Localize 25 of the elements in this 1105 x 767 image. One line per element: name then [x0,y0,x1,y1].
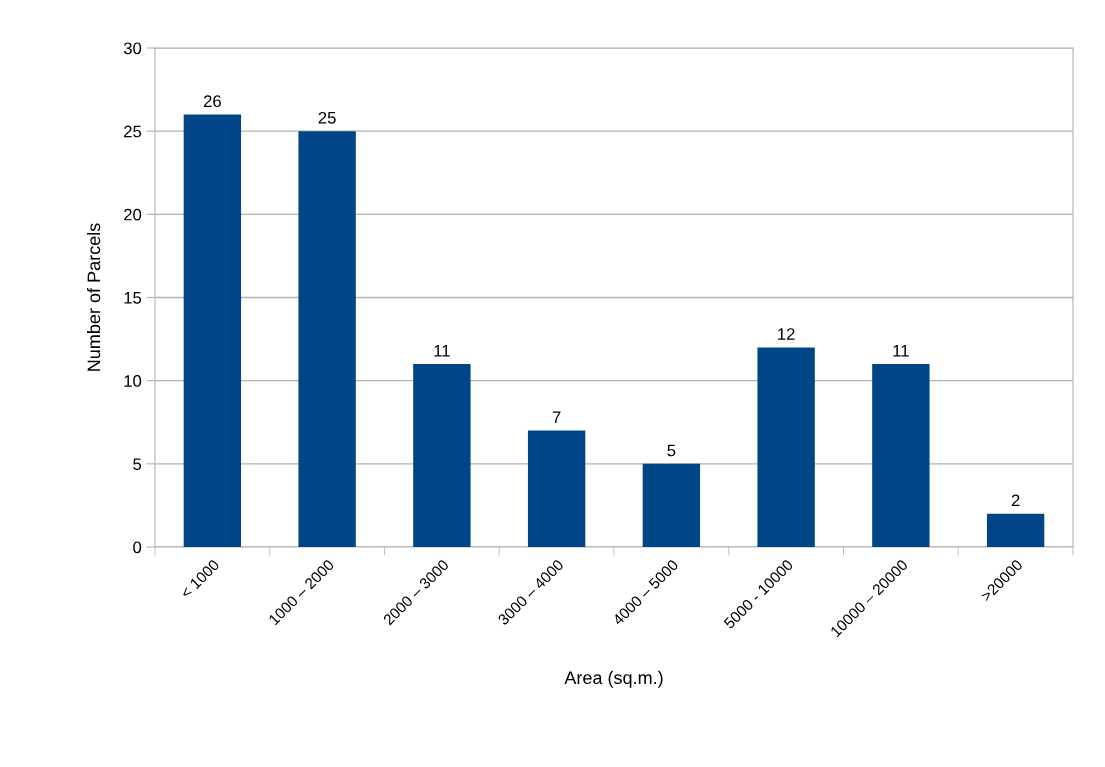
data-label: 25 [318,111,336,124]
data-label: 26 [203,95,221,108]
data-label: 11 [434,344,450,357]
x-axis-title: Area (sq.m.) [564,670,663,688]
bar [872,364,930,547]
bar [298,131,356,547]
y-tick-label: 0 [133,541,142,554]
data-label: 12 [778,328,795,340]
bar [183,114,242,547]
y-tick-label: 20 [124,208,142,221]
bar [413,364,471,547]
data-label: 2 [1011,494,1020,507]
data-label: 5 [667,444,676,457]
y-tick-label: 15 [124,292,142,304]
y-tick-label: 10 [124,375,142,387]
bar [986,513,1045,547]
y-tick-label: 5 [133,458,142,471]
bar [527,430,586,547]
data-label: 7 [552,411,561,423]
y-axis-title: Number of Parcels [86,223,101,371]
data-label: 11 [893,344,909,357]
y-tick-label: 30 [123,42,142,55]
bar [642,463,701,547]
y-tick-label: 25 [124,125,142,138]
bar [757,347,815,547]
